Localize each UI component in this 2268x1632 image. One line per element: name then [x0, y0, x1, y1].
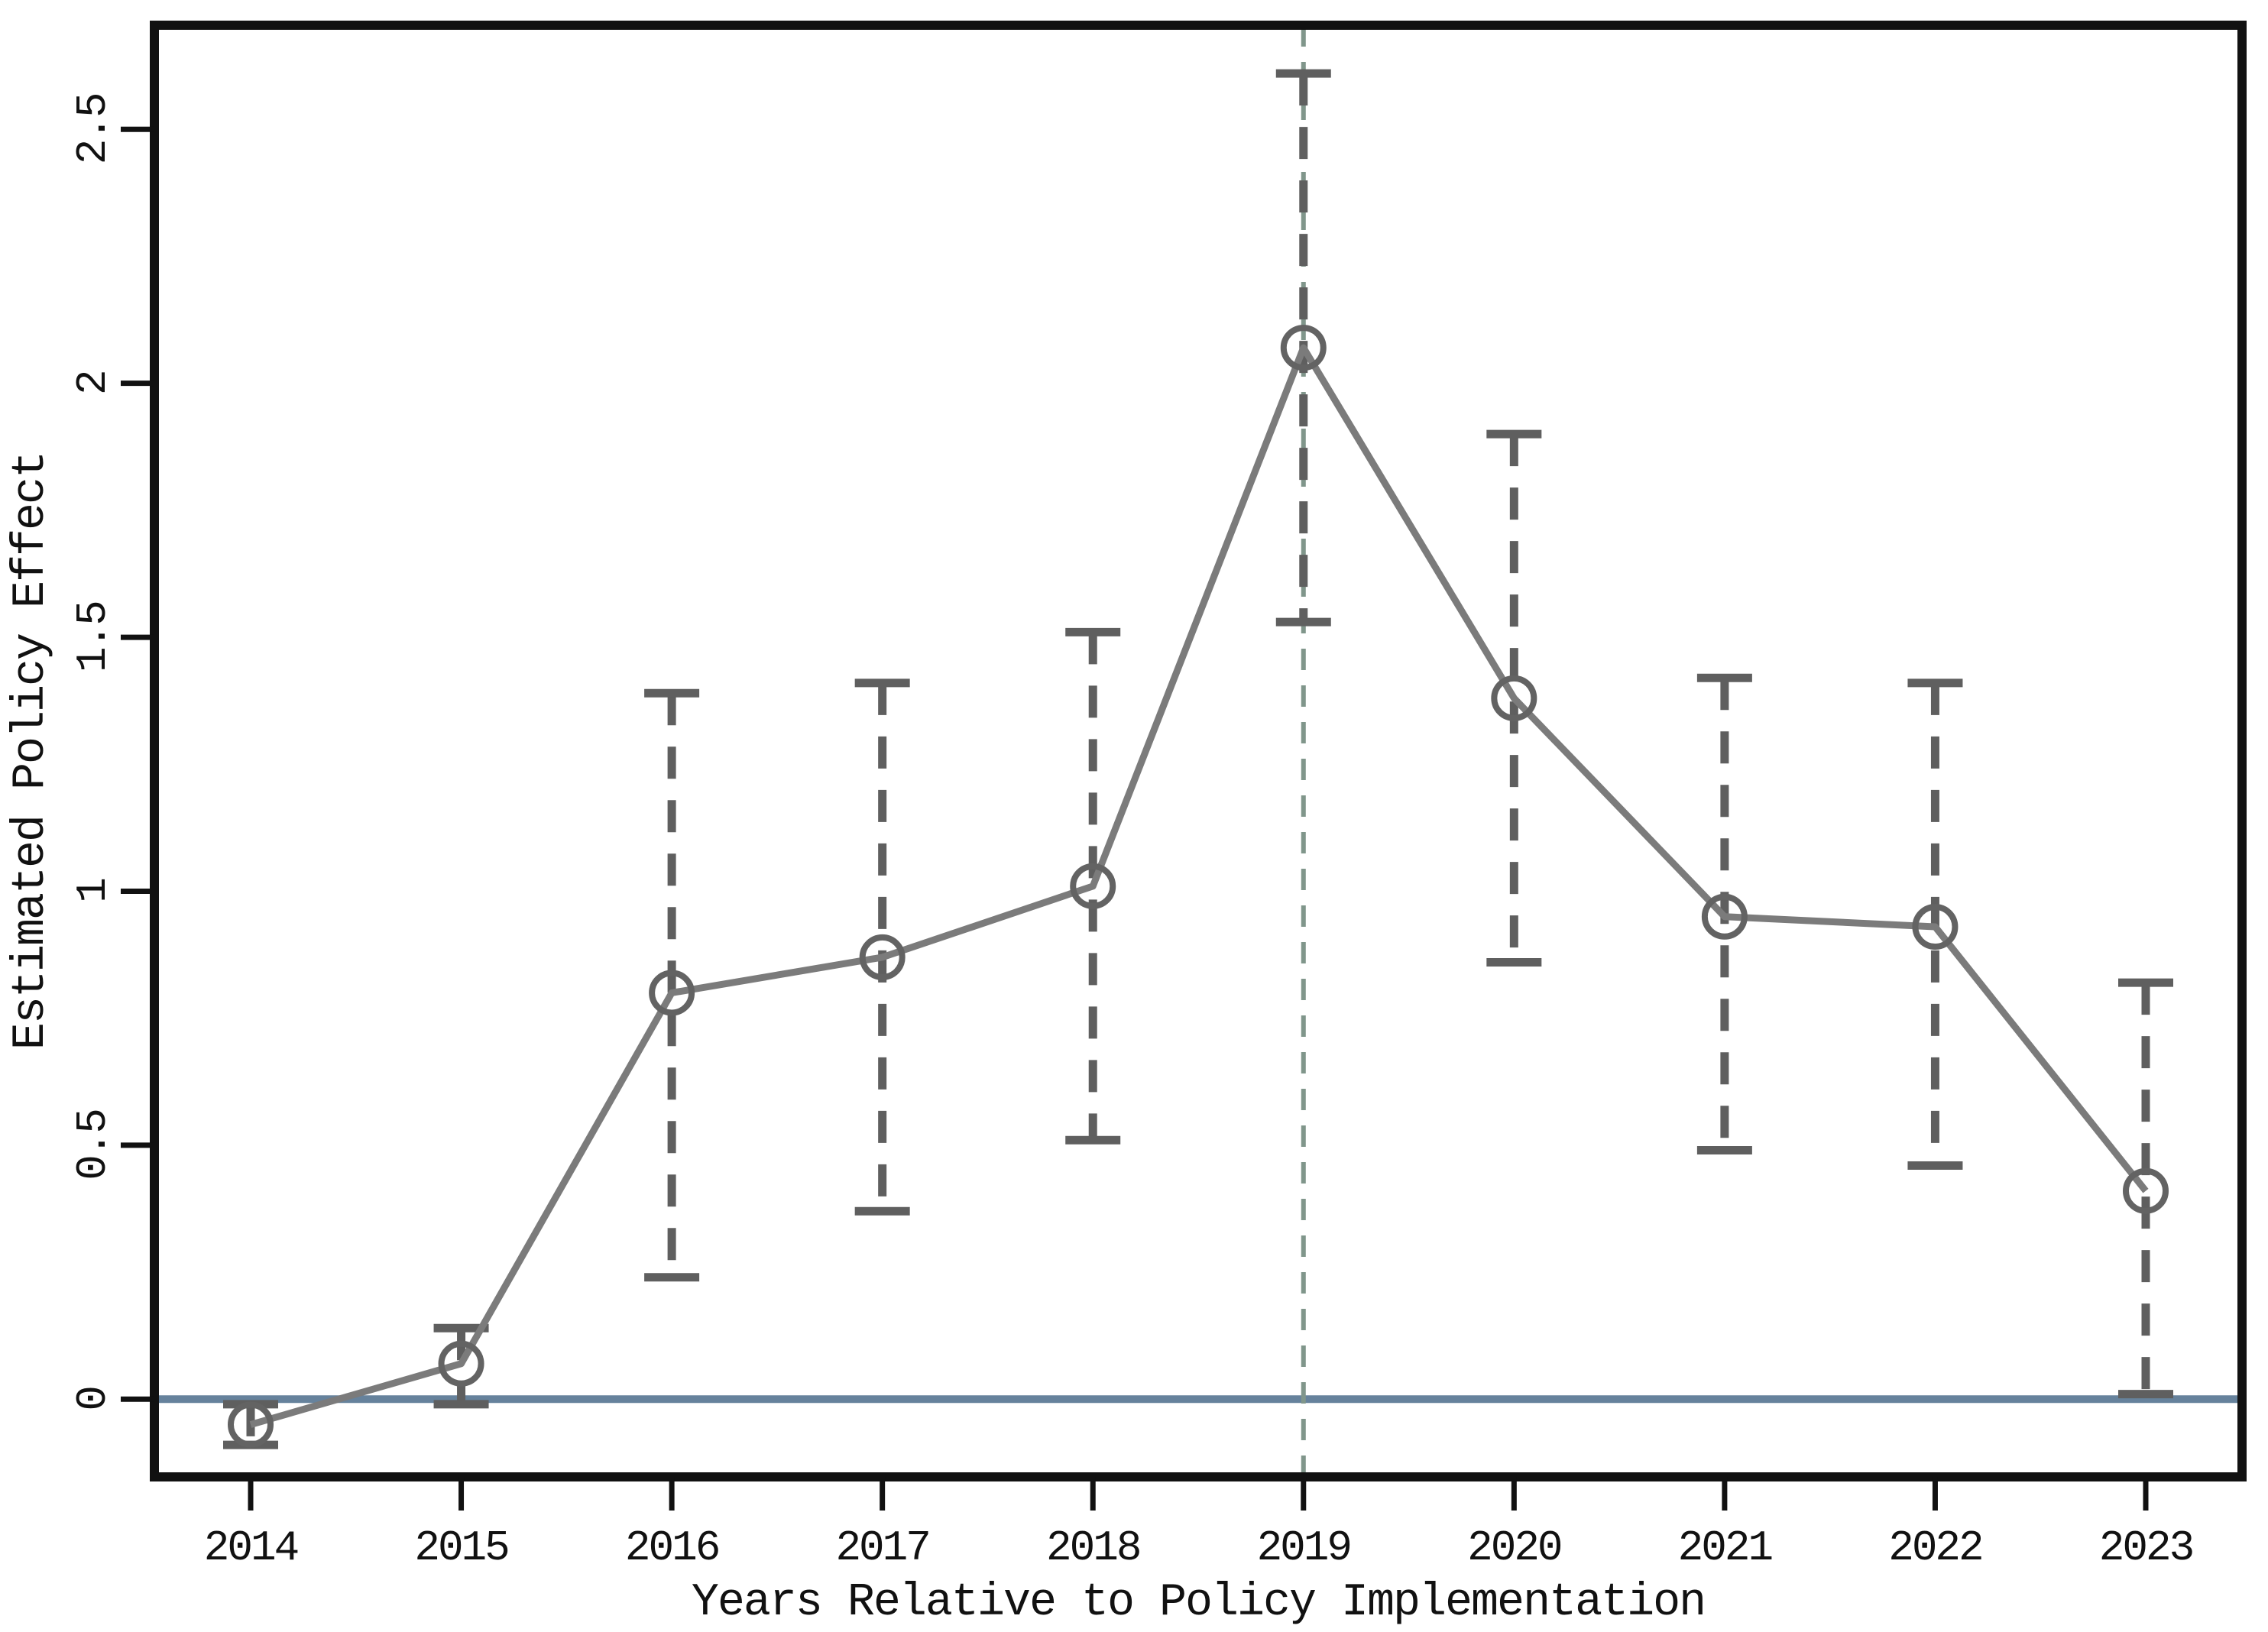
- x-tick-label: 2017: [835, 1524, 928, 1572]
- error-bars-layer: [223, 69, 2173, 1449]
- error-bar-2016: [644, 688, 700, 1282]
- reference-lines-layer: [154, 25, 2242, 1477]
- y-tick-label: 2: [69, 371, 118, 395]
- data-point-marker-2022: [1912, 904, 1959, 950]
- plot-border: [150, 21, 2247, 1481]
- axis-ticks-layer: 0 0.5 1 1.5 2 2.5 2014 2015 2016 2017 2018 2019 2020…: [69, 94, 2195, 1572]
- x-tick-label: 2016: [625, 1524, 718, 1572]
- series-layer: [249, 344, 2149, 1428]
- y-tick-label: 2.5: [69, 94, 118, 164]
- error-bar-2020: [1486, 429, 1542, 967]
- x-tick-label: 2014: [204, 1524, 298, 1572]
- data-point-marker-2017: [859, 934, 906, 980]
- data-point-marker-2021: [1701, 893, 1748, 940]
- y-axis-title: Estimated Policy Effect: [5, 452, 57, 1050]
- x-tick-label: 2021: [1678, 1524, 1772, 1572]
- x-tick-label: 2018: [1046, 1524, 1139, 1572]
- data-point-marker-2018: [1070, 863, 1116, 909]
- x-tick-label: 2015: [414, 1524, 508, 1572]
- data-point-marker-2023: [2123, 1167, 2169, 1214]
- error-bar-2017: [854, 678, 910, 1216]
- y-tick-label: 0.5: [69, 1110, 118, 1180]
- error-bar-2023: [2118, 978, 2173, 1399]
- x-tick-label: 2020: [1467, 1524, 1561, 1572]
- x-tick-label: 2022: [1888, 1524, 1981, 1572]
- x-axis-title: Years Relative to Policy Implementation: [692, 1577, 1705, 1628]
- x-tick-label: 2019: [1257, 1524, 1350, 1572]
- x-tick-label: 2023: [2099, 1524, 2193, 1572]
- data-point-marker-2015: [438, 1340, 484, 1387]
- data-point-marker-2014: [228, 1401, 274, 1448]
- data-point-marker-2016: [649, 970, 695, 1016]
- data-point-marker-2020: [1491, 675, 1537, 721]
- markers-layer: [228, 325, 2169, 1448]
- error-bar-2018: [1065, 627, 1121, 1145]
- y-tick-label: 0: [69, 1388, 118, 1411]
- y-tick-label: 1.5: [69, 602, 118, 672]
- series-line: [249, 344, 2149, 1428]
- y-tick-label: 1: [69, 879, 118, 903]
- data-point-marker-2019: [1280, 325, 1327, 371]
